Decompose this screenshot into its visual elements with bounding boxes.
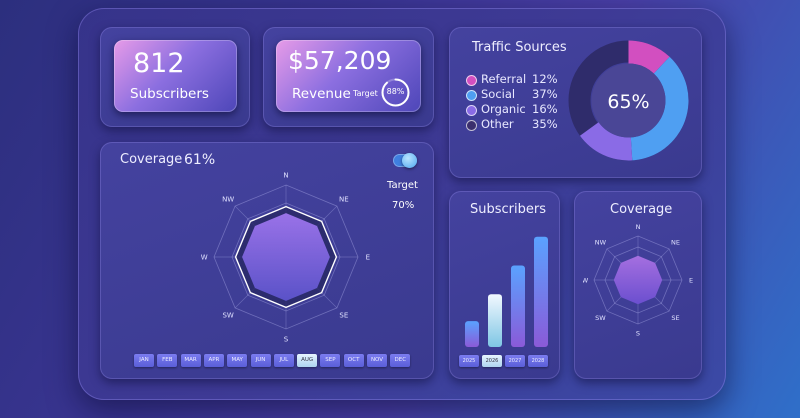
subscribers-kpi-label: Subscribers xyxy=(130,86,209,102)
bar-2028[interactable] xyxy=(534,236,548,347)
month-button-nov[interactable]: NOV xyxy=(367,354,387,367)
year-button-2027[interactable]: 2027 xyxy=(505,355,525,367)
direction-label: N xyxy=(636,223,641,231)
month-button-feb[interactable]: FEB xyxy=(157,354,178,367)
month-button-jun[interactable]: JUN xyxy=(250,354,271,367)
month-selector: JAN FEB MAR APR MAY JUN JUL AUG SEP OCT NOV DEC xyxy=(134,354,414,368)
year-button-2028[interactable]: 2028 xyxy=(528,355,548,367)
direction-label: E xyxy=(689,276,693,284)
direction-label: NE xyxy=(671,239,680,247)
donut-slice-organic[interactable] xyxy=(579,122,633,161)
coverage-small-polygon xyxy=(613,255,663,305)
direction-label: SW xyxy=(595,314,606,322)
month-button-mar[interactable]: MAR xyxy=(180,354,201,367)
direction-label: W xyxy=(583,276,589,284)
donut-center-value: 65% xyxy=(607,91,649,113)
revenue-kpi-label: Revenue xyxy=(292,86,351,102)
month-button-jul[interactable]: JUL xyxy=(273,354,294,367)
direction-label: SW xyxy=(222,311,233,319)
bar-2025[interactable] xyxy=(465,321,479,347)
direction-label: S xyxy=(284,335,289,343)
revenue-target-label: Target xyxy=(353,89,378,98)
month-button-oct[interactable]: OCT xyxy=(343,354,364,367)
target-toggle[interactable] xyxy=(393,153,417,168)
month-button-dec[interactable]: DEC xyxy=(390,354,411,367)
direction-label: N xyxy=(283,172,288,180)
traffic-donut-chart: 65% xyxy=(568,40,689,161)
direction-label: NE xyxy=(339,196,349,204)
toggle-knob xyxy=(402,153,417,168)
coverage-radar-main: N NE E SE S SW W NW xyxy=(201,172,370,344)
subscribers-kpi-card[interactable] xyxy=(114,40,237,112)
bar-2027[interactable] xyxy=(511,265,525,347)
revenue-kpi-card[interactable] xyxy=(276,40,421,112)
coverage-radar-small: N NE E SE S SW W NW xyxy=(583,223,693,337)
coverage-main-title: Coverage xyxy=(120,152,183,167)
revenue-kpi-value: $57,209 xyxy=(288,46,392,75)
coverage-small-title: Coverage xyxy=(610,202,673,217)
direction-label: SE xyxy=(671,314,679,322)
direction-label: NW xyxy=(222,196,234,204)
direction-label: SE xyxy=(339,311,348,319)
social-dot-icon xyxy=(466,90,477,101)
referral-dot-icon xyxy=(466,75,477,86)
revenue-target-value: 88% xyxy=(386,87,405,96)
traffic-sources-title: Traffic Sources xyxy=(472,40,567,55)
donut-slice-social[interactable] xyxy=(630,56,689,161)
month-button-apr[interactable]: APR xyxy=(203,354,224,367)
subscribers-kpi-value: 812 xyxy=(133,48,185,79)
direction-label: E xyxy=(366,253,370,261)
subscribers-chart-title: Subscribers xyxy=(470,202,546,217)
month-button-aug[interactable]: AUG xyxy=(297,354,318,367)
direction-label: W xyxy=(201,253,208,261)
subscribers-bar-chart xyxy=(465,236,548,347)
coverage-target-value: 70% xyxy=(392,200,415,211)
coverage-target-label: Target xyxy=(387,180,418,191)
year-button-2025[interactable]: 2025 xyxy=(459,355,479,367)
bar-2026[interactable] xyxy=(488,294,502,347)
direction-label: NW xyxy=(595,239,607,247)
coverage-polygon xyxy=(242,213,330,301)
direction-label: S xyxy=(636,329,640,337)
organic-dot-icon xyxy=(466,105,477,116)
coverage-main-value: 61% xyxy=(184,152,216,168)
other-dot-icon xyxy=(466,120,477,131)
year-button-2026[interactable]: 2026 xyxy=(482,355,502,367)
month-button-sep[interactable]: SEP xyxy=(320,354,341,367)
revenue-target-gauge: 88% xyxy=(380,77,411,108)
donut-slice-referral[interactable] xyxy=(628,40,670,74)
month-button-jan[interactable]: JAN xyxy=(134,354,154,367)
revenue-gauge-arc xyxy=(381,78,410,107)
month-button-may[interactable]: MAY xyxy=(227,354,248,367)
